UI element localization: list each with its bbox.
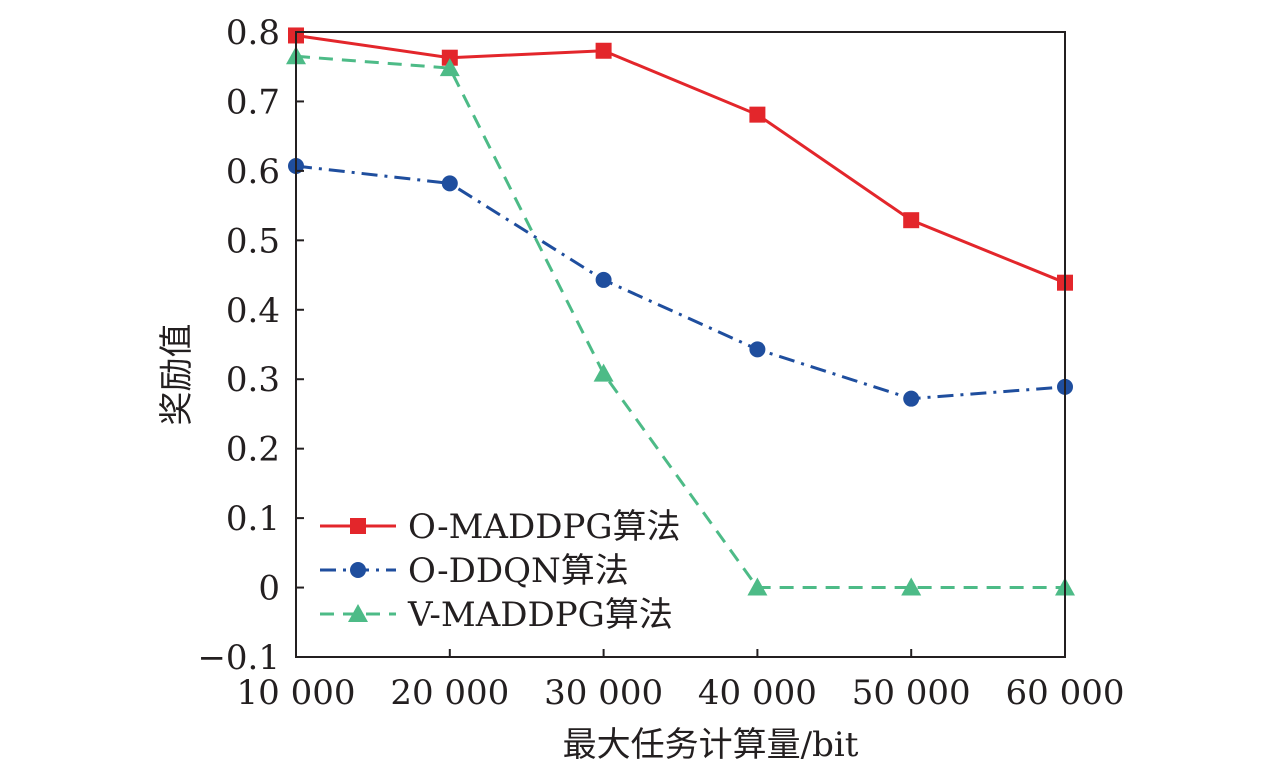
series-line [295,33,1066,285]
series-line [295,164,1066,401]
x-tick-label: 60 000 [1006,673,1125,713]
y-tick-label: 0.7 [226,82,280,122]
data-point [901,577,922,596]
legend-item: O-DDQN算法 [320,551,629,591]
series-0 [288,27,1073,291]
plot-frame [295,31,1066,658]
data-point [747,577,768,596]
x-tick-label: 10 000 [237,673,356,713]
y-tick-label: −0.1 [197,638,280,678]
y-tick-label: 0.2 [226,430,280,470]
legend-label: O-MADDPG算法 [408,507,681,547]
data-point [439,58,460,77]
y-tick-label: 0 [258,569,280,609]
data-point [903,390,920,407]
legend-item: O-MADDPG算法 [320,507,681,547]
data-point [903,212,920,229]
legend-marker [350,562,366,578]
x-axis-title: 最大任务计算量/bit [563,725,859,765]
series-1 [288,158,1073,407]
x-tick-label: 30 000 [544,673,663,713]
series-layer [286,27,1075,596]
data-point [593,363,614,382]
legend-label: O-DDQN算法 [408,551,629,591]
legend-marker [350,518,366,534]
x-tick-label: 50 000 [852,673,971,713]
y-tick-label: 0.5 [226,221,280,261]
x-tick-label: 20 000 [390,673,509,713]
data-point [749,341,766,358]
legend-label: V-MADDPG算法 [407,595,673,635]
y-tick-label: 0.8 [226,13,280,53]
data-point [595,42,612,59]
legend-item: V-MADDPG算法 [320,595,673,635]
x-tick-label: 40 000 [698,673,817,713]
y-axis-title: 奖励值 [157,324,197,426]
data-point [595,271,612,288]
y-tick-label: 0.1 [226,499,280,539]
legend-marker [348,604,368,622]
data-point [441,49,458,66]
series-line [295,54,1065,590]
data-point [441,175,458,192]
series-2 [286,46,1075,596]
ticks-layer: −0.1 0 0.1 0.2 0.3 0.4 0.5 0.6 0.7 0.8 10 000 20 00… [197,13,1124,713]
y-tick-label: 0.4 [226,291,280,331]
data-point [749,106,766,123]
y-tick-label: 0.3 [226,360,280,400]
y-tick-label: 0.6 [226,152,280,192]
